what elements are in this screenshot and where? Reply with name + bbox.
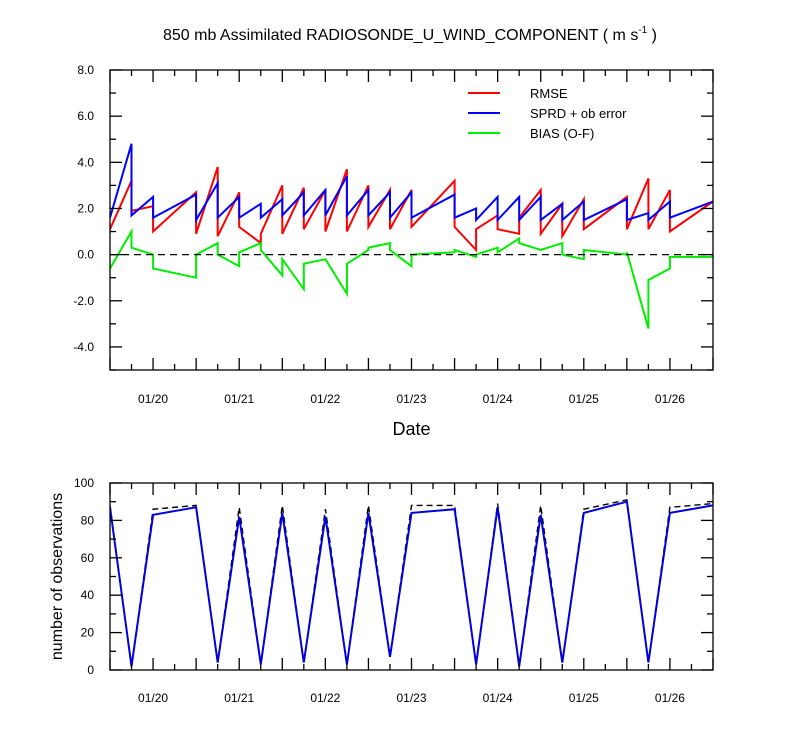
upper-series-group [110, 143, 713, 329]
y-tick-label: 20 [81, 626, 95, 640]
lower-series-group [110, 498, 713, 667]
y-tick-label: 2.0 [77, 201, 94, 215]
x-tick-label: 01/23 [396, 392, 426, 406]
lower-x-tick-labels: 01/20 01/21 01/22 01/23 01/24 01/25 01/26 [138, 691, 685, 705]
lower-plot-frame [109, 482, 714, 671]
x-tick-label: 01/26 [655, 392, 685, 406]
x-tick-label: 01/22 [310, 691, 340, 705]
y-tick-label: 60 [81, 551, 95, 565]
upper-y-tick-labels: 8.0 6.0 4.0 2.0 0.0 -2.0 -4.0 [73, 63, 94, 354]
y-tick-label: 6.0 [77, 109, 94, 123]
lower-axis-ticks [109, 482, 714, 671]
x-axis-label: Date [392, 419, 430, 439]
x-tick-label: 01/24 [483, 392, 513, 406]
series-line-possible [110, 498, 713, 667]
upper-chart: 850 mb Assimilated RADIOSONDE_U_WIND_COM… [73, 25, 714, 439]
upper-axis-ticks [109, 69, 714, 371]
x-tick-label: 01/26 [655, 691, 685, 705]
x-tick-label: 01/21 [224, 691, 254, 705]
x-tick-label: 01/20 [138, 691, 168, 705]
lower-y-tick-labels: 100 80 60 40 20 0 [74, 476, 94, 677]
x-tick-label: 01/23 [396, 691, 426, 705]
y-tick-label: -4.0 [73, 340, 94, 354]
y-tick-label: 0 [87, 663, 94, 677]
x-tick-label: 01/20 [138, 392, 168, 406]
y-tick-label: 40 [81, 588, 95, 602]
y-tick-label: 4.0 [77, 155, 94, 169]
x-tick-label: 01/25 [569, 691, 599, 705]
legend: RMSE SPRD + ob error BIAS (O-F) [468, 86, 627, 141]
series-line-bias-o-f [110, 227, 713, 329]
chart-title: 850 mb Assimilated RADIOSONDE_U_WIND_COM… [163, 25, 657, 44]
legend-label: RMSE [530, 86, 568, 101]
y-tick-label: 80 [81, 513, 95, 527]
x-tick-label: 01/24 [483, 691, 513, 705]
series-line-sprd-ob-error [110, 143, 713, 224]
y-tick-label: 8.0 [77, 63, 94, 77]
series-line-assimilated [110, 500, 713, 667]
y-tick-label: 100 [74, 476, 94, 490]
x-tick-label: 01/21 [224, 392, 254, 406]
legend-label: BIAS (O-F) [530, 126, 594, 141]
x-tick-label: 01/22 [310, 392, 340, 406]
legend-label: SPRD + ob error [530, 106, 627, 121]
y-tick-label: -2.0 [73, 294, 94, 308]
y-tick-label: 0.0 [77, 248, 94, 262]
x-tick-label: 01/25 [569, 392, 599, 406]
upper-x-tick-labels: 01/20 01/21 01/22 01/23 01/24 01/25 01/26 [138, 392, 685, 406]
y-axis-label: number of observations [49, 493, 66, 660]
